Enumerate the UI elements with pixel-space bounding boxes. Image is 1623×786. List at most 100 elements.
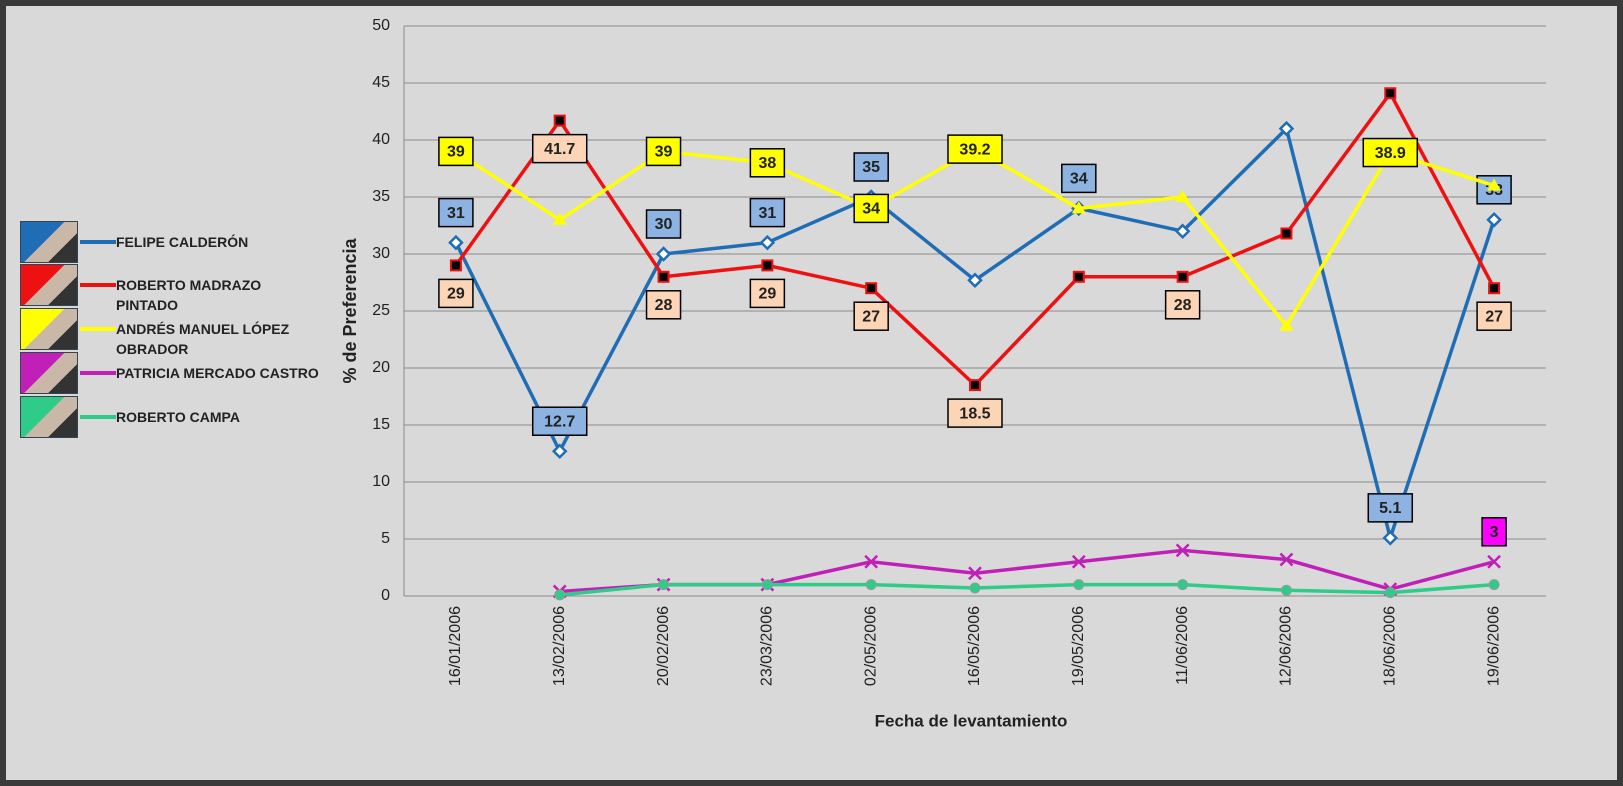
y-tick-label: 15: [372, 416, 390, 433]
legend-photo: [20, 352, 78, 394]
legend-photo: [20, 264, 78, 306]
legend-label: ROBERTO CAMPA: [116, 396, 326, 427]
data-label: 38: [750, 149, 784, 177]
data-label-text: 39: [447, 144, 465, 161]
marker: [1384, 532, 1396, 544]
data-label: 18.5: [948, 399, 1002, 427]
marker: [1488, 214, 1500, 226]
marker: [762, 580, 772, 590]
marker: [659, 580, 669, 590]
data-label-text: 3: [1490, 524, 1499, 541]
data-label-text: 18.5: [959, 405, 990, 422]
legend-swatch: [78, 308, 116, 350]
data-label-text: 38: [758, 155, 776, 172]
y-tick-label: 40: [372, 131, 390, 148]
x-tick-label: 12/06/2006: [1278, 606, 1295, 686]
legend-photo: [20, 396, 78, 438]
data-label: 34: [1062, 164, 1096, 192]
marker: [1074, 580, 1084, 590]
data-label-text: 28: [655, 297, 673, 314]
marker: [1074, 272, 1084, 282]
data-label: 31: [439, 199, 473, 227]
marker: [970, 583, 980, 593]
series-line: [456, 129, 1494, 538]
x-tick-label: 19/06/2006: [1485, 606, 1502, 686]
data-label: 41.7: [533, 135, 587, 163]
y-tick-label: 0: [381, 587, 390, 604]
legend-label: PATRICIA MERCADO CASTRO: [116, 352, 326, 383]
data-label: 39: [647, 137, 681, 165]
marker: [555, 116, 565, 126]
series-line: [560, 585, 1494, 595]
data-label-text: 29: [758, 286, 776, 303]
data-label-text: 27: [1485, 308, 1503, 325]
data-label-text: 29: [447, 286, 465, 303]
data-label: 29: [750, 279, 784, 307]
marker: [866, 283, 876, 293]
data-label: 28: [1166, 291, 1200, 319]
data-label-text: 38.9: [1375, 145, 1406, 162]
data-label: 34: [854, 194, 888, 222]
marker: [970, 380, 980, 390]
marker: [658, 248, 670, 260]
data-label-text: 30: [655, 216, 673, 233]
y-axis-label: % de Preferencia: [340, 237, 360, 383]
marker: [1489, 283, 1499, 293]
data-label-text: 41.7: [544, 141, 575, 158]
y-tick-label: 45: [372, 74, 390, 91]
y-tick-label: 20: [372, 359, 390, 376]
marker: [762, 260, 772, 270]
data-label: 29: [439, 279, 473, 307]
legend-swatch: [78, 264, 116, 306]
legend-entry: FELIPE CALDERÓN: [20, 221, 326, 263]
data-label: 35: [854, 153, 888, 181]
series-line: [456, 149, 1494, 326]
data-label: 38.9: [1363, 139, 1417, 167]
y-tick-label: 5: [381, 530, 390, 547]
y-tick-label: 50: [372, 17, 390, 34]
legend-label: FELIPE CALDERÓN: [116, 221, 326, 252]
data-label-text: 28: [1174, 297, 1192, 314]
data-label: 39.2: [948, 135, 1002, 163]
x-tick-label: 16/01/2006: [447, 606, 464, 686]
data-label: 3: [1482, 518, 1506, 546]
data-label-text: 39: [655, 144, 673, 161]
marker: [866, 580, 876, 590]
data-label: 28: [647, 291, 681, 319]
marker: [451, 260, 461, 270]
x-tick-label: 16/05/2006: [966, 606, 983, 686]
marker: [659, 272, 669, 282]
marker: [1281, 228, 1291, 238]
x-tick-label: 11/06/2006: [1174, 606, 1191, 685]
marker: [1385, 88, 1395, 98]
marker: [554, 445, 566, 457]
data-label: 27: [854, 302, 888, 330]
data-label: 5.1: [1368, 494, 1412, 522]
data-label-text: 31: [447, 205, 465, 222]
legend-swatch: [78, 352, 116, 394]
legend-swatch: [78, 396, 116, 438]
data-label-text: 34: [862, 201, 880, 218]
data-label-text: 5.1: [1379, 500, 1401, 517]
marker: [1281, 585, 1291, 595]
y-tick-label: 10: [372, 473, 390, 490]
y-tick-label: 25: [372, 302, 390, 319]
marker: [450, 237, 462, 249]
data-label-text: 35: [862, 159, 880, 176]
x-tick-label: 13/02/2006: [551, 606, 568, 686]
marker: [1178, 580, 1188, 590]
y-tick-label: 30: [372, 245, 390, 262]
x-tick-label: 19/05/2006: [1070, 606, 1087, 686]
x-tick-label: 20/02/2006: [655, 606, 672, 686]
data-label-text: 12.7: [544, 413, 575, 430]
legend-swatch: [78, 221, 116, 263]
chart-frame: Fecha de levantamiento % de Preferencia …: [0, 0, 1623, 786]
data-label-text: 39.2: [959, 141, 990, 158]
x-tick-label: 18/06/2006: [1381, 606, 1398, 686]
marker: [555, 590, 565, 600]
legend-entry: PATRICIA MERCADO CASTRO: [20, 352, 326, 394]
data-label-text: 34: [1070, 171, 1088, 188]
x-tick-label: 02/05/2006: [862, 606, 879, 686]
data-label: 31: [750, 199, 784, 227]
legend-entry: ROBERTO CAMPA: [20, 396, 326, 438]
